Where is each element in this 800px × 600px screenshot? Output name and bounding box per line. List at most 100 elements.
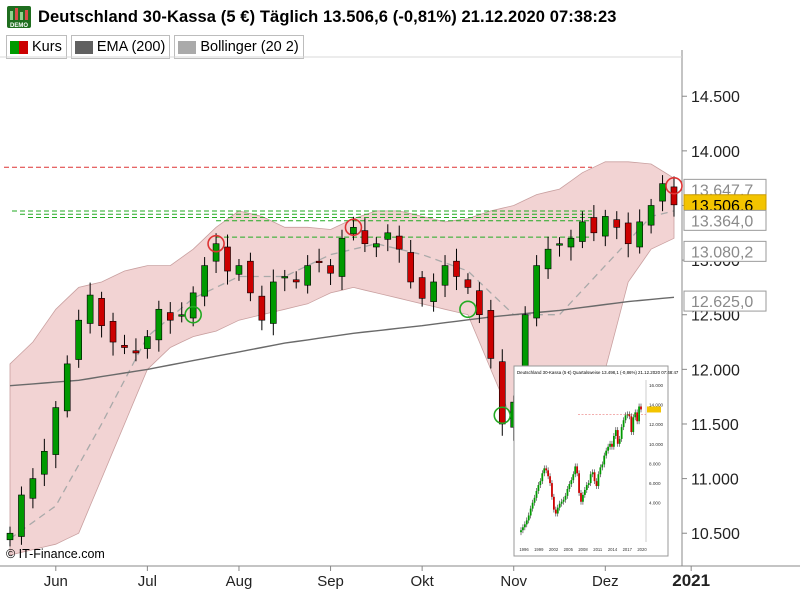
candle-body <box>247 260 254 294</box>
candle-body <box>338 237 346 277</box>
candle-body <box>201 265 208 297</box>
inset-candle-body <box>593 472 596 482</box>
candle-body <box>315 260 323 264</box>
candle-body <box>533 265 540 319</box>
inset-candle-body <box>634 412 637 418</box>
candle-body <box>75 319 82 360</box>
inset-candle-body <box>568 484 571 489</box>
inset-candle-body <box>632 417 635 433</box>
price-box-2 <box>683 209 767 231</box>
candle <box>487 299 495 369</box>
inset-current-box <box>647 406 661 413</box>
inset-candle-body <box>613 435 615 447</box>
candle <box>155 300 163 352</box>
inset-candle-body <box>624 415 627 421</box>
candle <box>281 269 289 292</box>
candles <box>6 175 678 547</box>
candle-body <box>636 221 643 248</box>
candle <box>75 309 82 368</box>
copyright-notice: © IT-Finance.com <box>6 547 105 561</box>
inset-candle-body <box>614 430 617 436</box>
candle <box>567 229 575 261</box>
inset-candle-body <box>626 414 629 416</box>
inset-candle-body <box>585 485 588 490</box>
candle <box>395 225 403 263</box>
inset-candle-body <box>630 416 633 433</box>
candle <box>292 271 300 289</box>
signal-circle-2 <box>665 177 683 195</box>
candle <box>304 255 311 294</box>
demo-badge-text: DEMO <box>10 23 28 29</box>
candle <box>327 259 334 286</box>
candle-body <box>418 277 426 299</box>
price-box-4 <box>683 290 767 312</box>
candle <box>98 291 105 338</box>
legend-item-kurs[interactable]: Kurs <box>6 35 67 59</box>
candle-body <box>281 276 289 279</box>
legend-item-ema[interactable]: EMA (200) <box>70 35 171 59</box>
candle-body <box>166 312 174 321</box>
inset-candle-body <box>551 483 553 497</box>
candle <box>602 209 609 247</box>
candle-body <box>98 298 105 326</box>
legend-item-bollinger[interactable]: Bollinger (20 2) <box>174 35 304 59</box>
inset-price-label-4: 8.000 <box>649 461 661 466</box>
candle <box>258 285 266 331</box>
inset-candle-body <box>531 502 534 509</box>
time-tick-label-1: Jul <box>138 573 157 590</box>
ema-swatch-icon <box>74 40 93 54</box>
candle <box>544 236 552 279</box>
candle-body <box>430 281 437 302</box>
candle <box>624 212 632 258</box>
price-tick-label-6: 11.500 <box>691 417 739 434</box>
inset-price-label-3: 10.000 <box>649 442 663 447</box>
candle-body <box>178 314 186 317</box>
inset-candle-body <box>570 480 573 485</box>
candle-body <box>659 183 666 202</box>
time-tick-label-2: Aug <box>226 573 253 590</box>
candle-body <box>6 532 14 541</box>
ema200-line <box>9 296 675 387</box>
inset-candle-body <box>640 406 642 410</box>
inset-candle-body <box>527 515 530 521</box>
candle-body <box>270 281 277 324</box>
inset-candle-body <box>580 492 582 502</box>
candle-body <box>292 279 300 283</box>
inset-candle-body <box>611 443 613 447</box>
candle <box>144 330 151 359</box>
candle <box>647 198 655 234</box>
candle-body <box>258 295 266 321</box>
price-box-label-4: 12.625,0 <box>691 294 753 311</box>
candle-body <box>395 235 403 250</box>
candle <box>18 486 25 545</box>
price-box-label-2: 13.364,0 <box>691 213 753 230</box>
inset-price-label-5: 6.000 <box>649 481 661 486</box>
candle-body <box>407 252 414 283</box>
candle <box>166 302 174 334</box>
candle-body <box>487 310 495 359</box>
candle <box>590 205 598 242</box>
candle-body <box>670 186 678 206</box>
inset-candle-body <box>558 503 561 508</box>
inset-candle-body <box>618 438 621 444</box>
price-tick-label-0: 14.500 <box>691 89 740 106</box>
chart-title: Deutschland 30-Kassa (5 €) Täglich 13.50… <box>38 7 617 26</box>
inset-candle-body <box>537 485 540 491</box>
candle <box>430 273 437 312</box>
price-tick-label-8: 10.500 <box>691 526 740 543</box>
candle-body <box>556 243 563 246</box>
price-tick-label-5: 12.000 <box>691 362 740 379</box>
candle-body <box>441 265 449 286</box>
candle <box>384 224 392 252</box>
candle-body <box>373 243 380 248</box>
candle <box>29 468 37 509</box>
signal-circle-5 <box>493 406 512 425</box>
candle-body <box>602 216 609 237</box>
candle <box>121 334 128 355</box>
candle-body <box>647 205 655 226</box>
time-tick-label-7: 2021 <box>672 571 710 590</box>
candle <box>533 255 540 327</box>
inset-price-label-2: 12.000 <box>649 422 663 427</box>
